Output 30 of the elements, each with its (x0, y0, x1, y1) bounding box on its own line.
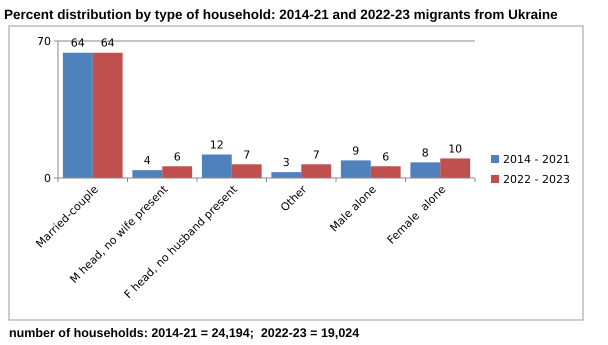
text: number of households: 2014-21 = 24,194; 2022-23 = 19,024 (9, 326, 360, 340)
data-label: 9 (352, 144, 360, 158)
bar (370, 166, 401, 178)
bar (301, 164, 332, 178)
y-tick-label: 70 (37, 34, 51, 48)
data-label: 7 (243, 148, 250, 162)
bar (62, 52, 93, 178)
data-label: 8 (422, 146, 429, 160)
data-label: 6 (382, 150, 390, 164)
data-label: 7 (312, 148, 320, 162)
bar (232, 164, 262, 178)
bar (92, 52, 123, 178)
bar (162, 166, 192, 178)
data-label: 6 (174, 150, 181, 164)
data-label: 64 (100, 36, 115, 50)
bar (271, 172, 302, 178)
legend-label: 2014 - 2021 (503, 152, 570, 166)
data-label: 64 (70, 36, 85, 50)
bar (202, 154, 232, 178)
data-label: 4 (144, 154, 151, 168)
bar (340, 160, 371, 178)
data-label: 12 (210, 138, 224, 152)
bar (440, 158, 470, 178)
legend-label: 2022 - 2023 (503, 172, 570, 186)
bar (132, 170, 162, 178)
data-label: 10 (448, 142, 462, 156)
bar (410, 162, 440, 178)
chart-title: Percent distribution by type of household: 2014-21 and 2022-23 migrants from Ukraine (4, 7, 558, 22)
data-label: 3 (282, 156, 290, 170)
y-tick-label: 0 (44, 172, 51, 185)
